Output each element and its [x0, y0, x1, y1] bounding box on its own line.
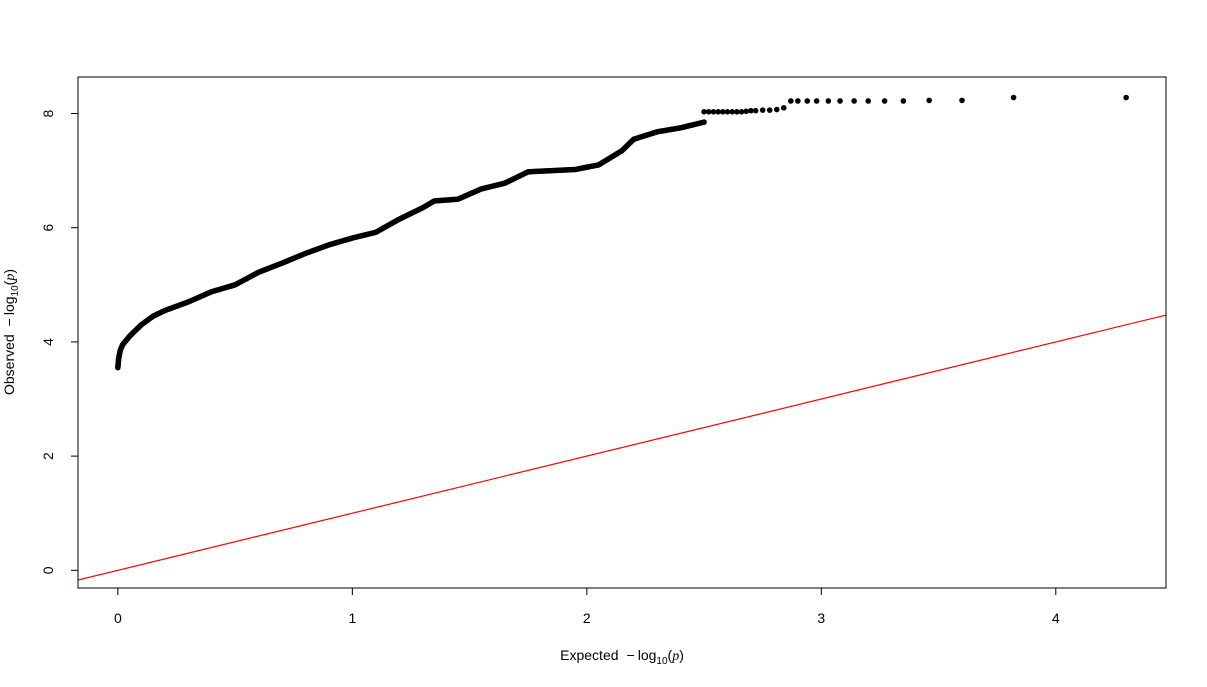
data-point: [701, 119, 707, 125]
data-point-tail: [715, 109, 721, 115]
data-point-tail: [851, 98, 857, 104]
data-point-tail: [804, 98, 811, 104]
reference-line-layer: [78, 314, 1166, 581]
data-point-tail: [813, 98, 820, 104]
data-point-tail: [1010, 94, 1017, 101]
data-point-tail: [1123, 94, 1129, 101]
data-point-tail: [825, 98, 832, 104]
y-tick-label: 8: [40, 109, 56, 117]
points-layer: [115, 94, 1129, 371]
data-point-tail: [705, 109, 712, 115]
y-tick-label: 6: [40, 224, 56, 232]
data-point-tail: [759, 107, 766, 113]
data-point-tail: [720, 109, 726, 115]
data-point-tail: [743, 108, 750, 115]
y-tick-label: 2: [40, 452, 56, 460]
data-point-tail: [724, 109, 731, 115]
x-tick-label: 4: [1052, 610, 1060, 626]
data-point-tail: [959, 97, 965, 104]
data-point-tail: [701, 109, 707, 115]
y-tick-label: 0: [40, 566, 56, 574]
data-point-tail: [926, 97, 932, 104]
data-point-tail: [729, 109, 736, 115]
x-axis-label: Expected − log10(p): [560, 647, 684, 667]
data-point-tail: [865, 98, 872, 104]
x-tick-label: 1: [348, 610, 356, 626]
y-tick-label: 4: [40, 338, 56, 346]
data-point-tail: [748, 107, 754, 114]
reference-line: [78, 314, 1166, 581]
x-tick-label: 3: [817, 610, 825, 626]
x-tick-label: 0: [114, 610, 122, 626]
data-point-tail: [734, 109, 740, 115]
data-point-tail: [773, 106, 780, 113]
data-point-tail: [710, 109, 717, 115]
data-point-tail: [780, 105, 787, 111]
data-point-tail: [766, 107, 773, 113]
data-point-tail: [788, 98, 794, 104]
data-point-tail: [881, 98, 888, 104]
data-point-tail: [752, 107, 759, 114]
data-point-tail: [837, 98, 843, 104]
x-tick-label: 2: [583, 610, 591, 626]
data-point-tail: [900, 98, 907, 104]
data-point-tail: [738, 109, 745, 115]
y-axis-label: Observed−log10(p): [1, 269, 21, 395]
y-axis: 0 2 4 6 8: [40, 109, 79, 574]
x-axis: 0 1 2 3 4: [114, 587, 1060, 626]
data-point-tail: [795, 98, 801, 104]
